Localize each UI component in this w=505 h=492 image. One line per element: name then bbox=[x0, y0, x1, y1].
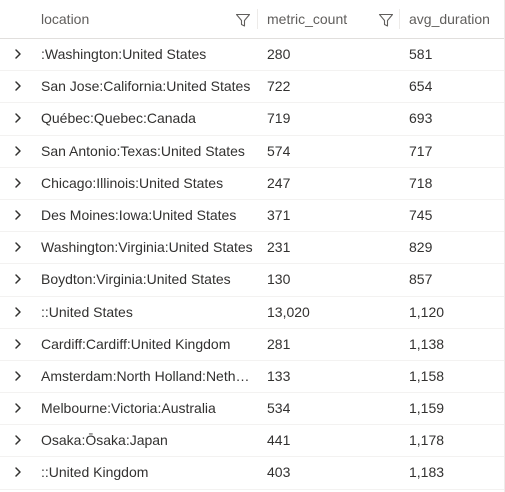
cell-location: San Antonio:Texas:United States bbox=[41, 142, 245, 159]
chevron-right-icon[interactable] bbox=[12, 80, 24, 92]
cell-location: :Washington:United States bbox=[41, 46, 207, 62]
chevron-right-icon[interactable] bbox=[12, 466, 24, 478]
cell-avg-duration: 718 bbox=[409, 174, 433, 191]
chevron-right-icon[interactable] bbox=[12, 177, 24, 189]
table-row[interactable]: ::United Kingdom 403 1,183 bbox=[0, 457, 504, 490]
chevron-right-icon[interactable] bbox=[12, 306, 24, 318]
cell-location: ::United States bbox=[41, 303, 133, 320]
cell-location: ::United Kingdom bbox=[41, 464, 149, 481]
cell-location: Québec:Quebec:Canada bbox=[41, 110, 196, 127]
cell-location: Amsterdam:North Holland:Netherlands bbox=[41, 367, 253, 384]
cell-metric-count: 280 bbox=[267, 46, 291, 62]
table-row[interactable]: Boydton:Virginia:United States 130 857 bbox=[0, 264, 504, 297]
chevron-right-icon[interactable] bbox=[12, 241, 24, 253]
cell-location: San Jose:California:United States bbox=[41, 78, 251, 95]
chevron-right-icon[interactable] bbox=[12, 112, 24, 124]
cell-location: Boydton:Virginia:United States bbox=[41, 271, 231, 288]
chevron-right-icon[interactable] bbox=[12, 48, 24, 60]
table-row[interactable]: Melbourne:Victoria:Australia 534 1,159 bbox=[0, 393, 504, 426]
cell-avg-duration: 717 bbox=[409, 142, 433, 159]
chevron-right-icon[interactable] bbox=[12, 209, 24, 221]
table-row[interactable]: San Jose:California:United States 722 65… bbox=[0, 71, 504, 104]
cell-location: Washington:Virginia:United States bbox=[41, 239, 253, 256]
filter-icon[interactable] bbox=[235, 12, 251, 28]
grid-header: location metric_count avg_duration bbox=[0, 0, 504, 39]
cell-metric-count: 574 bbox=[267, 142, 291, 159]
chevron-right-icon[interactable] bbox=[12, 434, 24, 446]
cell-metric-count: 441 bbox=[267, 432, 291, 449]
table-row[interactable]: San Antonio:Texas:United States 574 717 bbox=[0, 136, 504, 168]
cell-location: Des Moines:Iowa:United States bbox=[41, 206, 237, 223]
cell-location: Melbourne:Victoria:Australia bbox=[41, 400, 216, 417]
table-row[interactable]: Osaka:Ōsaka:Japan 441 1,178 bbox=[0, 425, 504, 458]
table-row[interactable]: :Washington:United States 280 581 bbox=[0, 39, 504, 72]
table-row[interactable]: Amsterdam:North Holland:Netherlands 133 … bbox=[0, 361, 504, 394]
table-row[interactable]: ::United States 13,020 1,120 bbox=[0, 297, 504, 329]
cell-avg-duration: 693 bbox=[409, 110, 433, 127]
cell-metric-count: 247 bbox=[267, 174, 291, 191]
cell-metric-count: 281 bbox=[267, 335, 291, 352]
chevron-right-icon[interactable] bbox=[12, 370, 24, 382]
cell-avg-duration: 857 bbox=[409, 271, 433, 288]
cell-metric-count: 719 bbox=[267, 110, 291, 127]
chevron-right-icon[interactable] bbox=[12, 338, 24, 350]
cell-avg-duration: 745 bbox=[409, 206, 433, 223]
cell-metric-count: 371 bbox=[267, 206, 291, 223]
cell-location: Chicago:Illinois:United States bbox=[41, 174, 224, 191]
column-divider[interactable] bbox=[257, 9, 258, 29]
column-header-avg-duration[interactable]: avg_duration bbox=[409, 11, 490, 27]
cell-metric-count: 133 bbox=[267, 367, 291, 384]
cell-metric-count: 722 bbox=[267, 78, 291, 95]
chevron-right-icon[interactable] bbox=[12, 145, 24, 157]
cell-avg-duration: 1,158 bbox=[409, 367, 445, 384]
filter-icon[interactable] bbox=[378, 12, 394, 28]
table-row[interactable]: Des Moines:Iowa:United States 371 745 bbox=[0, 200, 504, 233]
cell-avg-duration: 654 bbox=[409, 78, 433, 95]
cell-avg-duration: 1,183 bbox=[409, 464, 445, 481]
cell-metric-count: 231 bbox=[267, 239, 291, 256]
table-row[interactable]: Washington:Virginia:United States 231 82… bbox=[0, 232, 504, 265]
cell-avg-duration: 1,120 bbox=[409, 303, 445, 320]
grid-body: :Washington:United States 280 581 San Jo… bbox=[0, 39, 504, 490]
cell-location: Cardiff:Cardiff:United Kingdom bbox=[41, 335, 231, 352]
cell-metric-count: 403 bbox=[267, 464, 291, 481]
cell-metric-count: 13,020 bbox=[267, 303, 310, 320]
cell-avg-duration: 1,178 bbox=[409, 432, 445, 449]
cell-metric-count: 130 bbox=[267, 271, 291, 288]
column-header-metric-count[interactable]: metric_count bbox=[267, 11, 348, 27]
column-divider[interactable] bbox=[399, 9, 400, 29]
chevron-right-icon[interactable] bbox=[12, 273, 24, 285]
cell-metric-count: 534 bbox=[267, 400, 291, 417]
table-row[interactable]: Chicago:Illinois:United States 247 718 bbox=[0, 168, 504, 200]
cell-avg-duration: 1,159 bbox=[409, 400, 445, 417]
cell-avg-duration: 581 bbox=[409, 46, 433, 62]
table-row[interactable]: Québec:Quebec:Canada 719 693 bbox=[0, 103, 504, 136]
cell-location: Osaka:Ōsaka:Japan bbox=[41, 432, 168, 449]
table-row[interactable]: Cardiff:Cardiff:United Kingdom 281 1,138 bbox=[0, 329, 504, 361]
chevron-right-icon[interactable] bbox=[12, 402, 24, 414]
cell-avg-duration: 1,138 bbox=[409, 335, 445, 352]
column-header-location[interactable]: location bbox=[41, 11, 90, 27]
cell-avg-duration: 829 bbox=[409, 239, 433, 256]
